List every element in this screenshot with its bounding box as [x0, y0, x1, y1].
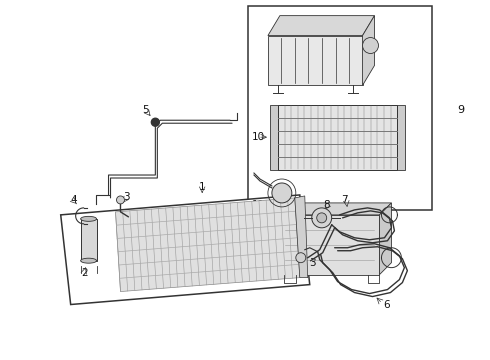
- Polygon shape: [61, 195, 310, 305]
- Polygon shape: [280, 215, 379, 275]
- Text: 4: 4: [71, 195, 77, 205]
- Circle shape: [272, 183, 292, 203]
- Bar: [397, 105, 405, 170]
- Polygon shape: [116, 198, 300, 292]
- Text: 3: 3: [309, 258, 316, 268]
- Text: 6: 6: [383, 300, 390, 310]
- Circle shape: [296, 253, 306, 263]
- Circle shape: [363, 37, 378, 54]
- Text: 2: 2: [81, 267, 88, 278]
- Polygon shape: [363, 15, 374, 85]
- Text: 1: 1: [199, 182, 205, 192]
- Text: 10: 10: [251, 132, 265, 142]
- Text: 3: 3: [123, 192, 130, 202]
- Text: 5: 5: [142, 105, 148, 115]
- Polygon shape: [268, 15, 374, 36]
- Polygon shape: [280, 203, 392, 215]
- Circle shape: [317, 213, 327, 223]
- Bar: [270, 105, 278, 170]
- Circle shape: [117, 196, 124, 204]
- Text: 7: 7: [342, 195, 348, 205]
- Polygon shape: [379, 203, 392, 275]
- Ellipse shape: [81, 216, 97, 221]
- Circle shape: [312, 208, 332, 228]
- Bar: [278, 105, 397, 170]
- Ellipse shape: [81, 258, 97, 263]
- Bar: [81, 219, 97, 261]
- Polygon shape: [268, 36, 363, 85]
- Text: 11: 11: [251, 200, 265, 210]
- Text: 9: 9: [458, 105, 465, 115]
- Bar: [248, 6, 432, 210]
- Text: 8: 8: [323, 200, 330, 210]
- Circle shape: [151, 118, 159, 126]
- Polygon shape: [295, 196, 308, 278]
